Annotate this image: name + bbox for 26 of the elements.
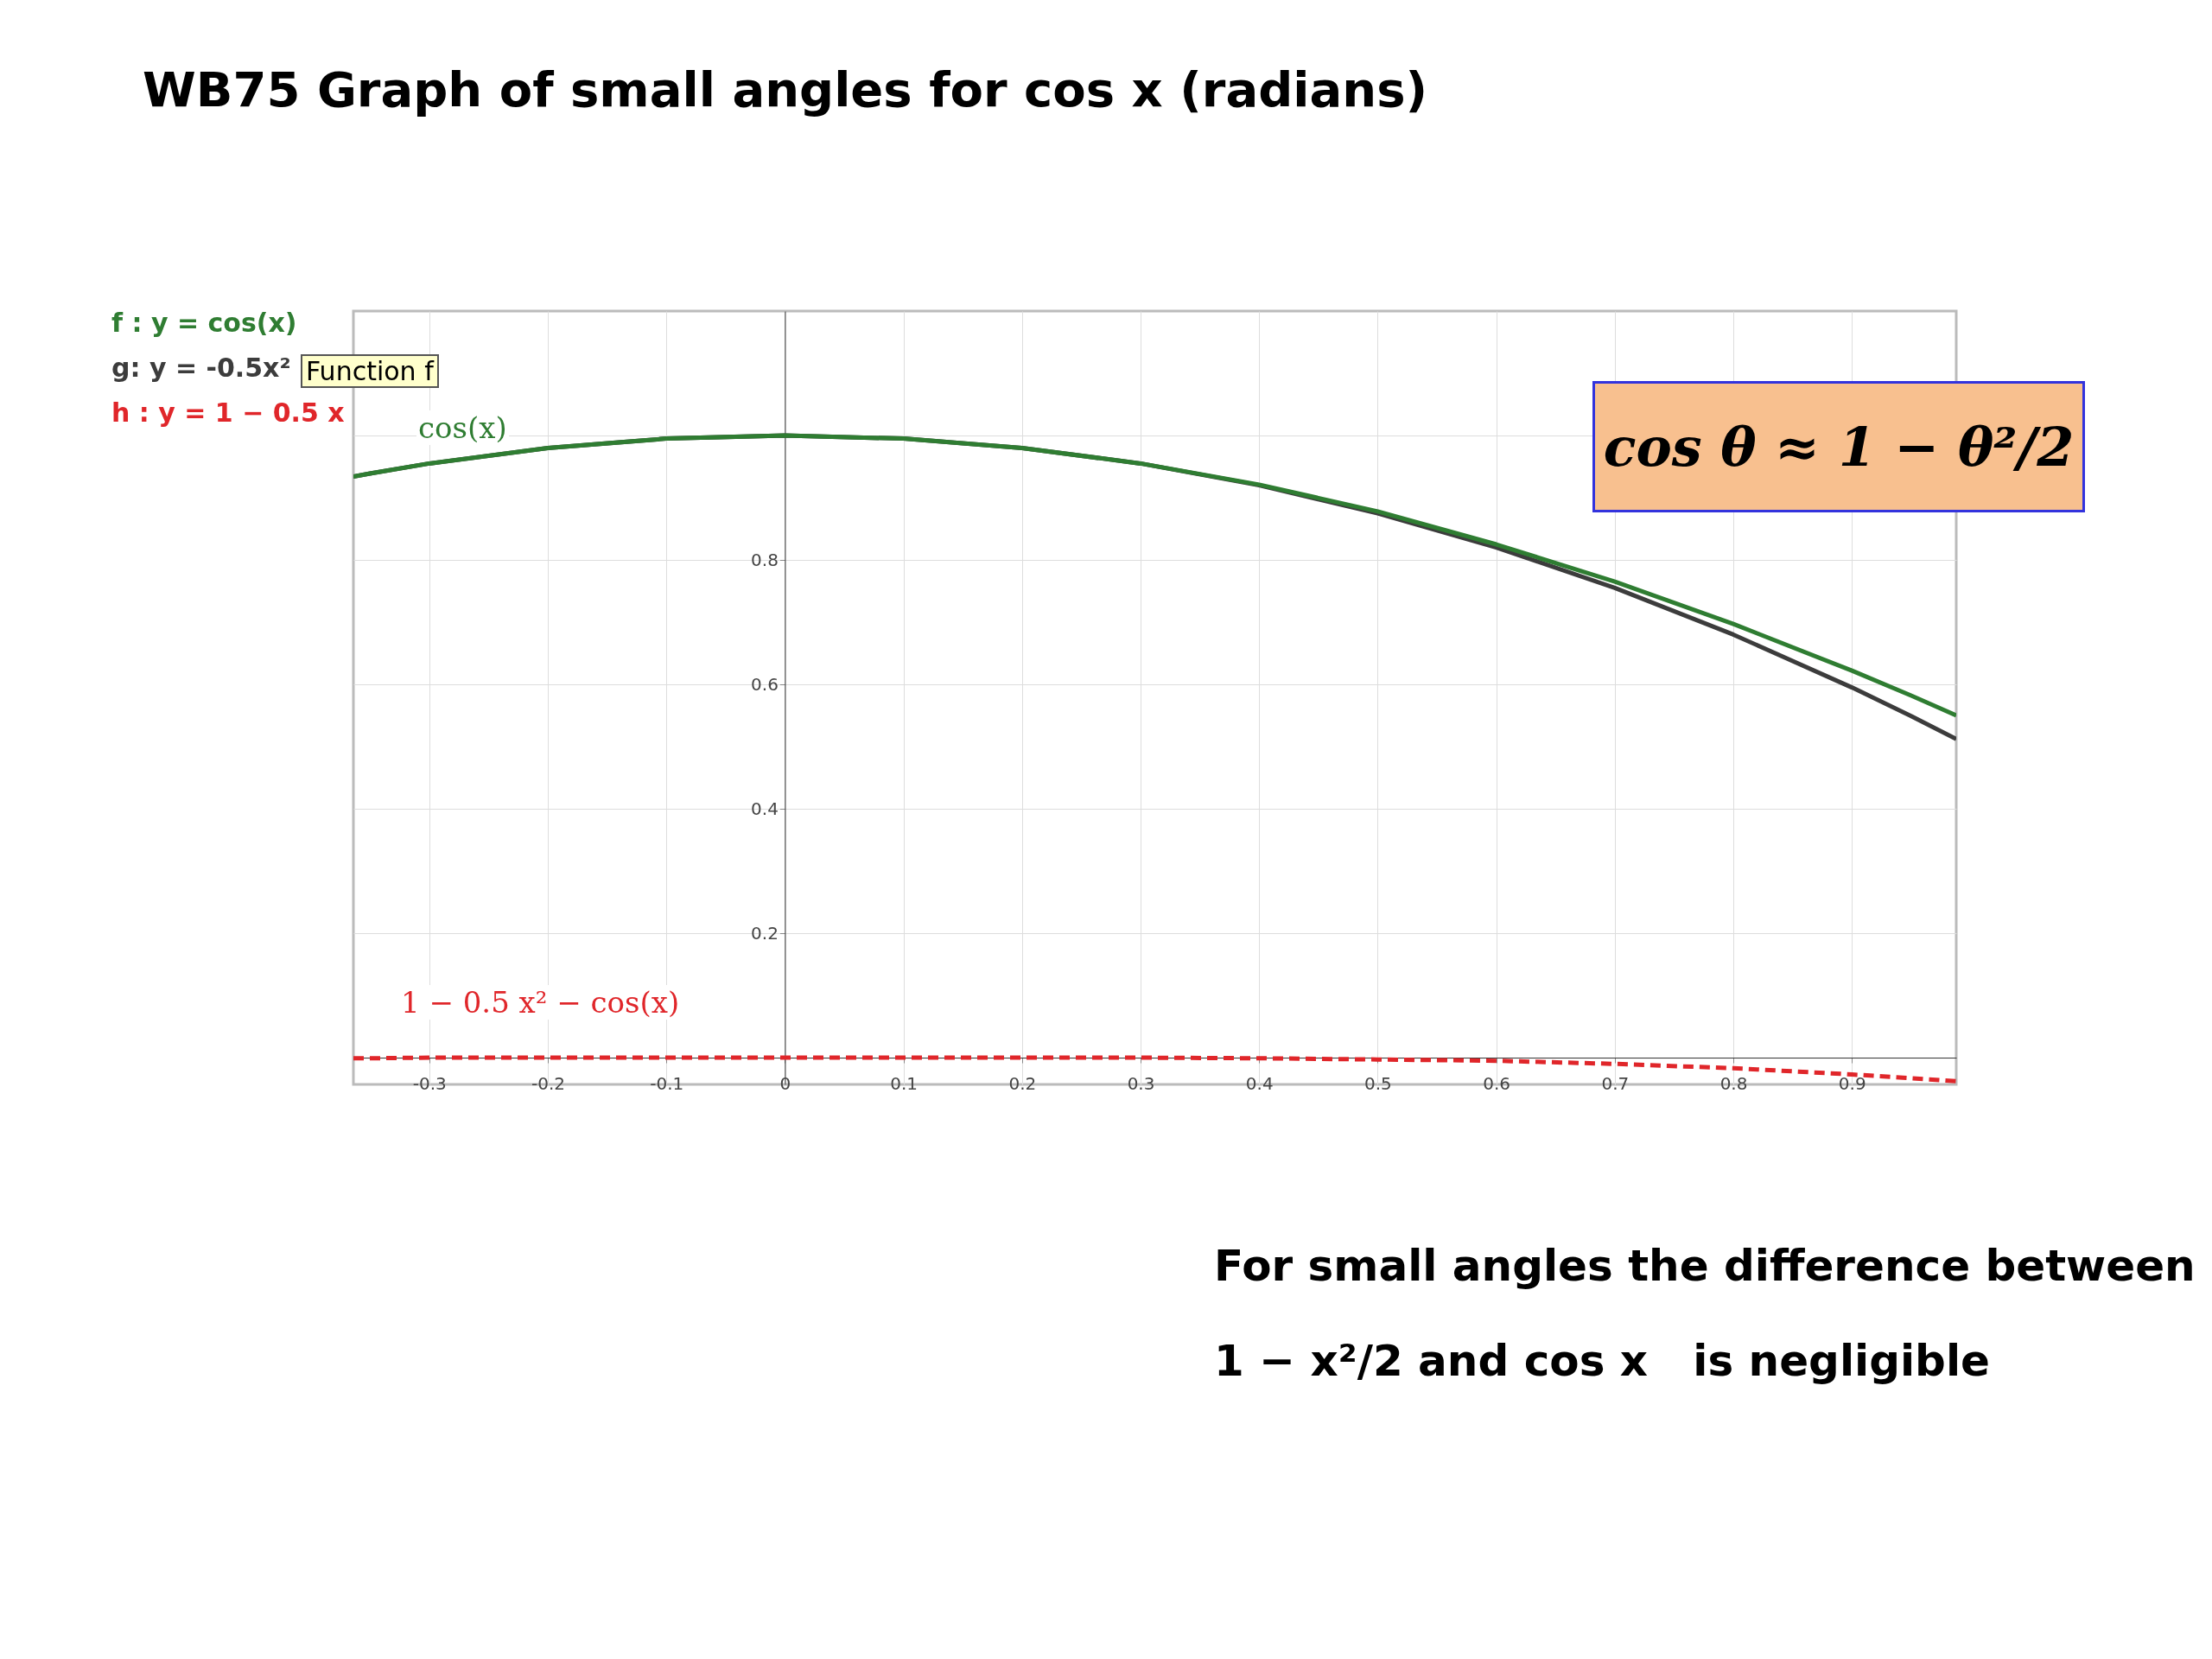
x-tick-label: 0.4	[1245, 1072, 1274, 1094]
x-tick-label: 0.7	[1601, 1072, 1630, 1094]
x-tick-label: 0.8	[1719, 1072, 1748, 1094]
x-tick-label: 0.9	[1838, 1072, 1866, 1094]
x-tick-label: -0.1	[650, 1072, 684, 1094]
annotation: Function f	[301, 354, 439, 388]
y-tick-label: 0.8	[751, 549, 779, 570]
x-tick-label: 0.2	[1008, 1072, 1037, 1094]
x-tick-label: -0.2	[531, 1072, 566, 1094]
x-tick-label: 0.1	[890, 1072, 918, 1094]
annotation: 1 − 0.5 x² − cos(x)	[399, 985, 682, 1020]
text: h : y = 1 − 0.5 x	[111, 397, 345, 428]
x-tick-label: 0	[779, 1072, 791, 1094]
annotation: cos θ ≈ 1 − θ²/2	[1592, 381, 2085, 512]
x-tick-label: 0.5	[1364, 1072, 1392, 1094]
text: g: y = -0.5x²	[111, 353, 291, 383]
chart-title: WB75 Graph of small angles for cos x (radians)	[143, 61, 1428, 118]
x-tick-label: -0.3	[412, 1072, 447, 1094]
x-tick-label: 0.6	[1483, 1072, 1511, 1094]
text: For small angles the difference between 1 − x²/2 and cos x is negligible	[1214, 1240, 2196, 1388]
annotation: cos(x)	[416, 410, 509, 445]
y-tick-label: 0.6	[751, 673, 779, 695]
y-tick-label: 0.4	[751, 798, 779, 819]
x-tick-label: 0.3	[1127, 1072, 1155, 1094]
y-tick-label: 0.2	[751, 922, 779, 944]
text: f : y = cos(x)	[111, 308, 297, 338]
